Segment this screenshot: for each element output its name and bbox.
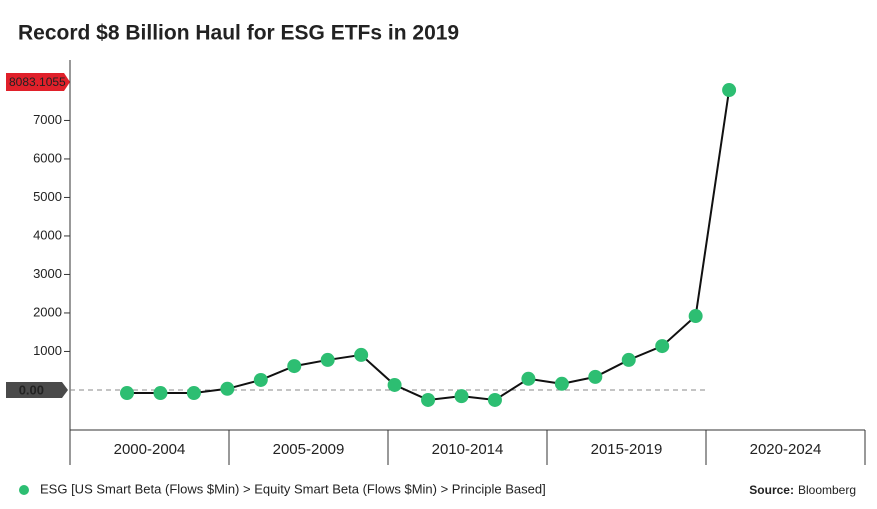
data-point [253, 372, 268, 387]
data-point [688, 309, 703, 324]
data-point [454, 389, 469, 404]
y-tick-label: 3000 [33, 266, 62, 281]
data-point [421, 392, 436, 407]
data-point [722, 83, 737, 98]
y-tick-label: 1000 [33, 343, 62, 358]
last-value-badge [6, 72, 70, 91]
data-point [287, 359, 302, 374]
y-tick-label: 2000 [33, 304, 62, 319]
zero-badge [6, 381, 68, 398]
data-point [487, 392, 502, 407]
last-value-label: 8083.1055 [9, 75, 66, 89]
data-point [655, 339, 670, 354]
source-name: Bloomberg [798, 483, 856, 497]
data-point [387, 377, 402, 392]
data-point [588, 369, 603, 384]
x-tick-label: 2000-2004 [114, 441, 186, 458]
source-prefix: Source: [749, 483, 794, 497]
x-tick-label: 2015-2019 [591, 441, 663, 458]
x-tick-label: 2005-2009 [273, 441, 345, 458]
y-tick-label: 6000 [33, 150, 62, 165]
data-point [354, 347, 369, 362]
y-tick-label: 5000 [33, 189, 62, 204]
x-tick-label: 2020-2024 [750, 441, 822, 458]
data-point [186, 386, 201, 401]
source: Source: Bloomberg [749, 483, 856, 497]
data-point [554, 376, 569, 391]
data-point [220, 381, 235, 396]
legend-marker [19, 485, 29, 495]
data-point [320, 352, 335, 367]
chart-title: Record $8 Billion Haul for ESG ETFs in 2… [18, 22, 459, 45]
data-point [120, 386, 134, 401]
data-point [621, 352, 636, 367]
data-point [153, 386, 168, 401]
data-point [521, 371, 536, 386]
x-tick-label: 2010-2014 [432, 441, 504, 458]
y-tick-label: 7000 [33, 112, 62, 127]
y-tick-label: 4000 [33, 227, 62, 242]
zero-label: 0.00 [19, 382, 44, 397]
series-line [127, 89, 731, 402]
legend-label: ESG [US Smart Beta (Flows $Min) > Equity… [40, 481, 546, 496]
